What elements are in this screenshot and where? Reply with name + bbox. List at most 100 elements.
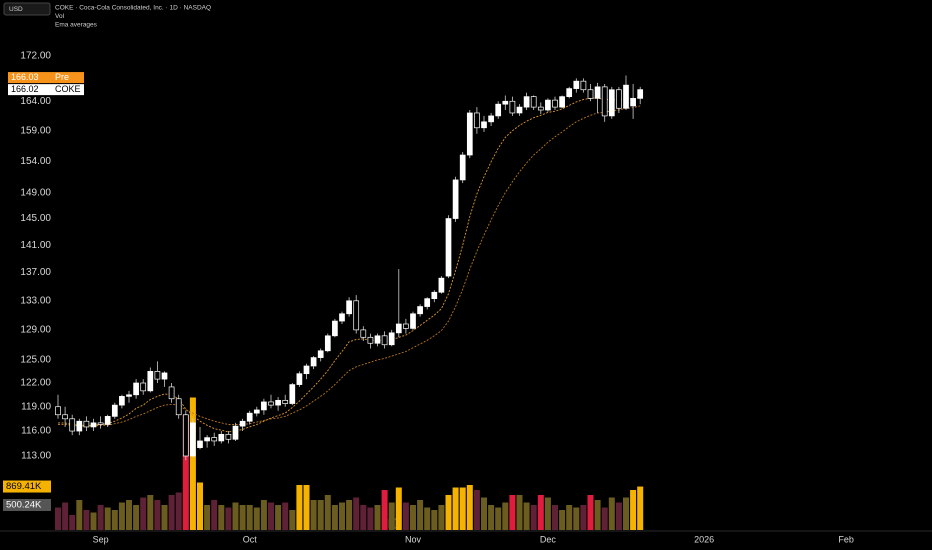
currency-box[interactable]: [3, 2, 51, 16]
volume-bar: [111, 510, 118, 530]
volume-bar: [608, 497, 615, 530]
volume-bar: [410, 505, 416, 530]
candle-body: [559, 96, 565, 108]
volume-bar: [402, 502, 409, 530]
volume-bar: [438, 505, 445, 530]
candle-body: [97, 422, 104, 425]
volume-bar: [367, 507, 374, 530]
candle-body: [225, 433, 232, 440]
volume-bar: [509, 495, 516, 530]
volume-bar: [452, 487, 459, 530]
volume-bar: [388, 502, 395, 530]
price-label-tag: Pre: [55, 72, 69, 82]
x-tick-label: Feb: [838, 534, 854, 544]
volume-bar: [175, 492, 182, 530]
volume-bar: [118, 502, 125, 530]
candle-body: [339, 313, 345, 322]
candle-body: [62, 414, 68, 420]
volume-bar: [161, 505, 168, 530]
volume-bar: [104, 507, 111, 530]
volume-bar: [445, 495, 452, 530]
volume-bar: [488, 505, 495, 530]
candle-body: [140, 382, 147, 392]
candle-body: [488, 115, 494, 123]
candle-body: [204, 437, 210, 442]
volume-bar: [630, 490, 637, 530]
volume-label-box: [3, 498, 51, 511]
volume-bar: [275, 505, 282, 530]
candle-body: [395, 323, 402, 334]
volume-bar: [473, 490, 480, 530]
x-tick-label: Sep: [93, 534, 109, 544]
volume-bar: [324, 495, 331, 530]
volume-bar: [594, 500, 601, 530]
candle-body: [523, 96, 530, 108]
volume-bar: [168, 495, 175, 530]
volume-bar: [559, 510, 566, 530]
y-tick-label: 164.00: [20, 96, 51, 107]
candle-body: [133, 382, 139, 396]
candle-body: [111, 404, 118, 417]
volume-bar: [310, 500, 317, 530]
y-tick-label: 137.00: [20, 267, 51, 278]
volume-bar: [360, 505, 367, 530]
volume-bar: [424, 507, 431, 530]
candle-body: [537, 106, 544, 111]
candle-body: [594, 86, 601, 99]
candle-body: [303, 365, 310, 375]
y-tick-label: 159.00: [20, 125, 51, 136]
volume-bar: [225, 507, 232, 530]
volume-bar: [147, 495, 154, 530]
chart-title: COKE · Coca-Cola Consolidated, Inc. · 1D…: [55, 5, 211, 12]
candle-body: [516, 106, 523, 114]
volume-bar: [189, 397, 196, 530]
volume-layer: [55, 397, 644, 530]
candle-body: [637, 89, 644, 99]
candle-body: [296, 373, 303, 385]
y-tick-label: 145.00: [20, 213, 51, 224]
candle-body: [566, 88, 573, 97]
candle-body: [147, 371, 154, 392]
volume-bar: [331, 505, 338, 530]
y-tick-label: 125.00: [20, 355, 51, 366]
y-tick-label: 133.00: [20, 295, 51, 306]
candle-body: [168, 386, 175, 400]
volume-bar: [133, 505, 140, 530]
volume-bar: [239, 505, 246, 530]
candle-body: [481, 121, 487, 129]
price-label: 166.02: [11, 84, 39, 94]
volume-bar: [481, 497, 487, 530]
volume-bar: [566, 505, 573, 530]
candle-body: [317, 350, 324, 358]
candle-body: [232, 425, 239, 440]
candle-body: [587, 89, 594, 99]
volume-bar: [339, 502, 345, 530]
candle-body: [388, 332, 395, 346]
price-label: 166.03: [11, 72, 39, 82]
volume-label: 869.41K: [6, 481, 42, 492]
volume-bar: [353, 497, 360, 530]
y-tick-label: 122.00: [20, 378, 51, 389]
candle-body: [403, 323, 409, 329]
candle-body: [573, 80, 580, 89]
volume-bar: [182, 415, 189, 530]
indicator-label: Ema averages: [55, 22, 98, 29]
y-tick-label: 129.00: [20, 325, 51, 336]
candle-body: [530, 96, 537, 108]
volume-bar: [417, 500, 424, 530]
candle-body: [310, 357, 317, 367]
price-label-box: [8, 84, 84, 96]
candle-body: [76, 420, 83, 432]
candle-body: [253, 409, 260, 414]
candle-body: [268, 401, 274, 406]
candle-body: [360, 329, 367, 338]
candle-body: [104, 416, 111, 425]
volume-bar: [289, 510, 296, 530]
volume-bar: [268, 502, 274, 530]
volume-bar: [253, 507, 260, 530]
candle-body: [552, 99, 558, 108]
candle-body: [452, 179, 459, 219]
